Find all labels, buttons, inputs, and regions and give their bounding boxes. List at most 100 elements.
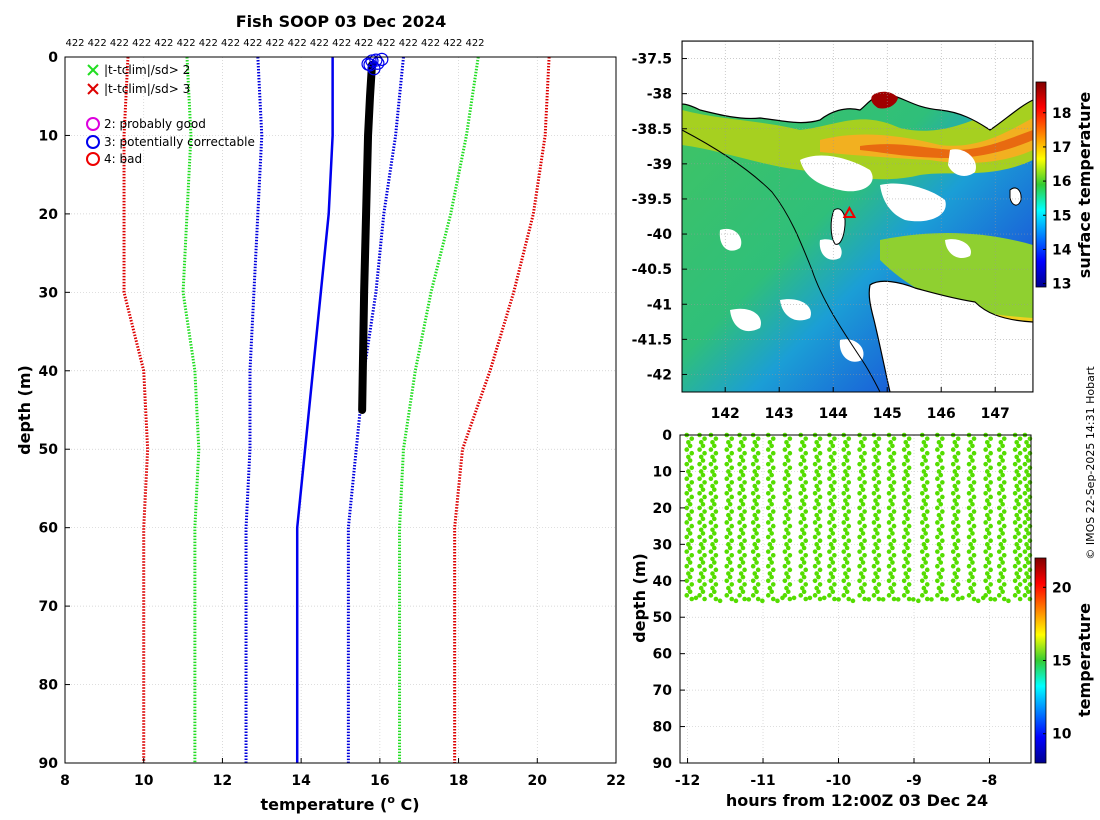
temperature-point <box>940 509 945 514</box>
temperature-point <box>970 560 975 565</box>
temperature-point <box>767 469 773 474</box>
depth-time-y-tick-label: 30 <box>653 537 673 553</box>
temperature-point <box>1026 531 1031 536</box>
temperature-point <box>858 527 864 533</box>
temperature-point <box>921 512 927 518</box>
temperature-point <box>828 585 834 591</box>
profile-y-label: depth (m) <box>15 365 34 455</box>
temperature-point <box>1001 523 1007 529</box>
temperature-point <box>710 469 715 474</box>
temperature-point <box>924 494 930 500</box>
temperature-point <box>950 505 956 511</box>
temperature-point <box>850 598 856 604</box>
map-y-tick-label: -41.5 <box>632 332 672 348</box>
temperature-point <box>814 498 819 503</box>
temperature-point <box>1014 512 1020 518</box>
temperature-point <box>832 509 837 514</box>
profile-panel: Fish SOOP 03 Dec 2024 422 422 422 422 422 422… <box>15 12 626 814</box>
temperature-point <box>1014 439 1020 445</box>
flagged-point <box>369 53 383 67</box>
temperature-point <box>737 593 742 598</box>
temperature-point <box>903 512 909 518</box>
temperature-point <box>950 476 956 482</box>
temperature-point <box>727 458 733 463</box>
temperature-point <box>687 501 693 507</box>
temperature-point <box>935 578 940 584</box>
temperature-point <box>712 501 717 507</box>
temperature-point <box>769 574 774 580</box>
temperature-point <box>844 501 850 507</box>
temperature-point <box>784 512 789 518</box>
temperature-point <box>1014 556 1020 562</box>
temperature-point <box>724 563 730 569</box>
temperature-point <box>858 454 864 460</box>
temperature-point <box>983 491 988 496</box>
temperature-point <box>875 487 880 492</box>
temperature-point <box>1000 589 1005 595</box>
temperature-point <box>875 443 880 449</box>
temperature-point <box>750 491 756 496</box>
temperature-point <box>686 556 691 562</box>
temperature-point <box>1012 578 1018 584</box>
temperature-point <box>828 542 834 547</box>
temperature-point <box>827 476 832 482</box>
temperature-point <box>784 542 789 547</box>
temperature-point <box>770 465 776 471</box>
temperature-point <box>988 480 993 485</box>
temperature-point <box>1017 480 1023 485</box>
temperature-point <box>698 571 704 576</box>
temperature-point <box>970 531 975 536</box>
temperature-point <box>971 494 977 500</box>
temperature-point <box>871 505 877 511</box>
temperature-point <box>812 578 818 584</box>
temperature-point <box>940 480 945 485</box>
profile-title: Fish SOOP 03 Dec 2024 <box>236 12 446 31</box>
temperature-point <box>1012 447 1018 452</box>
temperature-point <box>955 509 961 514</box>
temperature-point <box>952 498 958 503</box>
depth-time-y-tick-label: 10 <box>653 464 673 480</box>
temperature-point <box>737 505 742 511</box>
temperature-point <box>888 469 893 474</box>
temperature-point <box>954 501 959 507</box>
temperature-point <box>752 439 758 445</box>
temperature-point <box>891 582 897 587</box>
temperature-point <box>750 549 756 554</box>
top-annotation-count: 422 <box>288 38 307 49</box>
temperature-point <box>737 447 742 452</box>
temperature-point <box>702 596 707 602</box>
temperature-point <box>938 472 944 478</box>
map-x-tick-label: 147 <box>981 406 1010 422</box>
temperature-point <box>712 516 717 522</box>
temperature-point <box>857 476 862 482</box>
temperature-point <box>1022 505 1028 511</box>
temperature-point <box>996 578 1002 584</box>
temperature-point <box>702 552 707 558</box>
temperature-point <box>1000 458 1005 463</box>
temperature-point <box>923 589 928 595</box>
temperature-point <box>687 472 693 478</box>
temperature-point <box>1024 469 1029 474</box>
temperature-point <box>944 597 949 602</box>
temperature-point <box>798 520 804 525</box>
temperature-point <box>1017 494 1023 500</box>
vessel-position-marker <box>842 205 857 218</box>
temperature-point <box>901 461 907 467</box>
temperature-point <box>876 523 882 529</box>
profile-axes-frame <box>64 56 617 764</box>
temperature-point <box>860 531 866 536</box>
temperature-point <box>697 578 702 584</box>
temperature-point <box>687 531 693 536</box>
temperature-point <box>687 487 693 492</box>
temperature-point <box>1012 593 1018 598</box>
profile-x-tick-label: 20 <box>528 773 548 789</box>
profile-x-tick-label: 12 <box>213 773 232 789</box>
temperature-point <box>713 450 719 456</box>
temperature-point <box>689 552 695 558</box>
temperature-point <box>767 483 773 489</box>
temperature-point <box>727 589 733 595</box>
temperature-point <box>717 598 723 604</box>
temperature-point <box>891 450 897 456</box>
temperature-point <box>858 483 864 489</box>
legend-label: |t-tclim|/sd> 2 <box>104 63 190 77</box>
